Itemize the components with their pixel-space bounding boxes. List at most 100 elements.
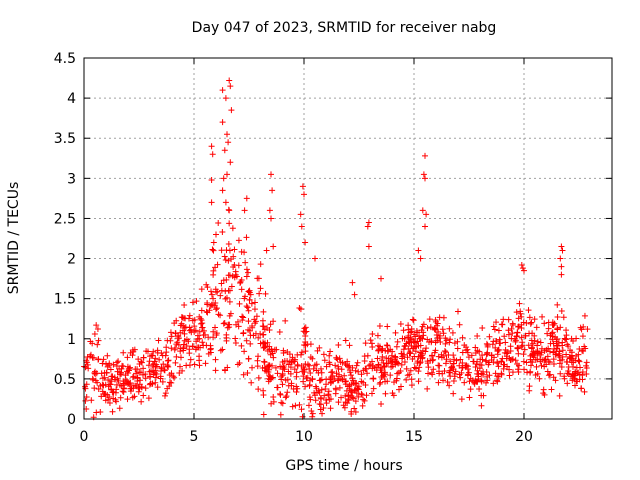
data-point [262,290,269,297]
data-point [457,374,464,381]
data-point [527,356,534,363]
data-point [106,393,113,400]
data-point [106,399,113,406]
data-point [120,385,127,392]
data-point [223,276,230,283]
data-point [397,383,404,390]
data-point [520,358,527,365]
data-point [492,344,499,351]
data-point [381,364,388,371]
data-point [259,323,266,330]
data-point [323,376,330,383]
data-point [198,307,205,314]
data-point [405,332,412,339]
data-point [369,358,376,365]
data-point [293,383,300,390]
data-point [220,175,227,182]
data-point [99,360,106,367]
data-point [264,325,271,332]
data-point [583,362,590,369]
data-point [302,348,309,355]
data-point [261,359,268,366]
data-point [136,369,143,376]
data-point [331,375,338,382]
data-point [130,348,137,355]
data-point [326,396,333,403]
data-point [224,131,230,138]
data-point [539,313,546,320]
data-point [223,337,230,344]
data-point [214,288,221,295]
data-point [263,368,270,375]
data-point [276,328,283,335]
data-point [546,348,553,355]
data-point [282,394,289,401]
data-point [518,334,525,341]
data-point [251,299,258,306]
data-point [514,361,521,368]
data-point [433,331,440,338]
data-point [534,370,541,377]
data-point [457,356,464,363]
data-point [328,379,335,386]
data-point [508,335,515,342]
data-point [166,372,173,379]
data-point [407,367,414,374]
data-point [399,335,406,342]
data-point [459,334,466,341]
data-point [427,324,434,331]
data-point [377,365,384,372]
data-point [182,315,189,322]
data-point [109,373,116,380]
data-point [157,375,164,382]
data-point [553,338,560,345]
data-point [241,207,248,214]
data-point [147,373,154,380]
data-point [456,321,463,328]
data-point [526,314,533,321]
data-point [408,325,415,332]
data-point [142,375,149,382]
data-point [160,361,167,368]
data-point [530,354,537,361]
data-point [529,330,536,337]
data-point [370,385,377,392]
data-point [490,323,497,330]
data-point [209,246,216,253]
data-point [231,246,238,253]
data-point [198,286,205,293]
data-point [338,394,345,401]
data-point [479,352,486,359]
data-point [321,357,328,364]
data-point [181,324,188,331]
data-point [475,375,482,382]
y-tick-label: 3.5 [54,131,76,147]
x-axis-label: GPS time / hours [285,458,402,474]
data-point [90,376,97,383]
data-point [327,405,334,412]
data-point [492,370,499,377]
data-point [542,356,549,363]
data-point [101,369,108,376]
data-point [265,375,272,382]
data-point [325,391,332,398]
data-point [309,355,316,362]
data-point [230,263,237,270]
data-point [533,363,540,370]
data-point [358,378,365,385]
data-point [559,247,566,254]
data-point [397,320,404,327]
data-point [517,310,524,317]
data-point [260,331,267,338]
data-point [94,326,101,333]
data-point [332,362,339,369]
data-point [336,384,343,391]
data-point [559,339,566,346]
data-point [110,395,117,402]
data-point [342,392,349,399]
data-point [504,363,511,370]
data-point [181,330,188,337]
data-point [115,377,122,384]
data-point [558,263,565,270]
data-point [208,143,215,150]
